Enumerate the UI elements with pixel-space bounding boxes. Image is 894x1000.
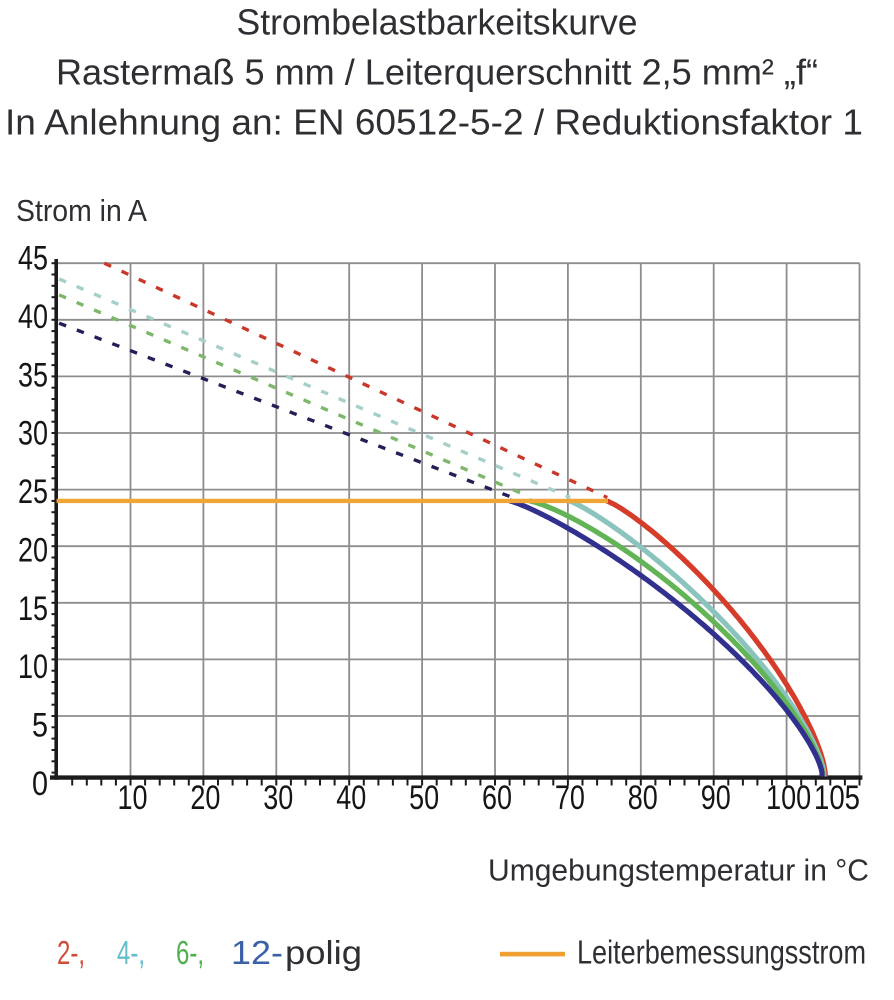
svg-text:30: 30	[18, 415, 48, 453]
svg-text:50: 50	[409, 779, 439, 817]
svg-text:10: 10	[118, 779, 148, 817]
svg-text:60: 60	[482, 779, 512, 817]
svg-text:25: 25	[18, 473, 48, 511]
svg-text:Strom in A: Strom in A	[16, 193, 147, 228]
svg-text:In Anlehnung an: EN 60512-5-2: In Anlehnung an: EN 60512-5-2 / Reduktio…	[5, 102, 863, 143]
svg-text:5: 5	[32, 707, 48, 745]
svg-text:4-,: 4-,	[117, 934, 145, 971]
svg-text:35: 35	[18, 356, 48, 394]
svg-text:70: 70	[555, 779, 585, 817]
svg-text:2-,: 2-,	[57, 934, 85, 971]
svg-text:90: 90	[701, 779, 731, 817]
svg-text:80: 80	[628, 779, 658, 817]
svg-text:40: 40	[18, 298, 48, 336]
svg-text:Rastermaß 5 mm / Leiterquersch: Rastermaß 5 mm / Leiterquerschnitt 2,5 m…	[56, 52, 818, 93]
svg-text:Strombelastbarkeitskurve: Strombelastbarkeitskurve	[237, 2, 638, 43]
svg-text:Umgebungstemperatur in °C: Umgebungstemperatur in °C	[488, 853, 869, 888]
svg-text:20: 20	[18, 531, 48, 569]
svg-text:30: 30	[263, 779, 293, 817]
svg-text:0: 0	[32, 765, 48, 803]
svg-text:105: 105	[814, 779, 860, 817]
svg-text:Leiterbemessungsstrom: Leiterbemessungsstrom	[577, 934, 866, 971]
svg-text:40: 40	[336, 779, 366, 817]
svg-text:20: 20	[190, 779, 220, 817]
svg-text:10: 10	[18, 648, 48, 686]
svg-text:100: 100	[766, 779, 811, 817]
svg-text:12-: 12-	[231, 934, 283, 971]
svg-text:45: 45	[18, 240, 48, 278]
svg-text:polig: polig	[285, 934, 362, 971]
svg-text:6-,: 6-,	[176, 934, 204, 971]
svg-text:15: 15	[18, 590, 48, 628]
